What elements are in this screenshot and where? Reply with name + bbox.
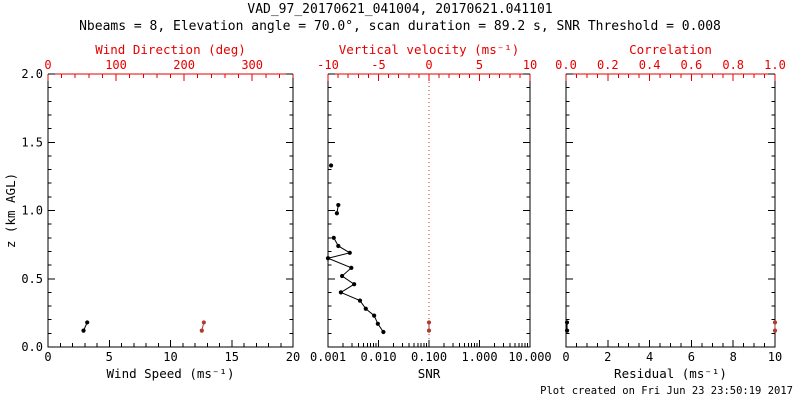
data-point: [336, 202, 341, 208]
x-bottom-tick-label: 2: [604, 350, 611, 364]
x-bottom-tick-label: 8: [730, 350, 737, 364]
x-top-tick-label: 0: [425, 58, 432, 72]
x-top-tick-label: -10: [317, 58, 339, 72]
plot-title: VAD_97_20170621_041004, 20170621.041101: [247, 2, 553, 17]
data-point: [375, 321, 380, 326]
x-bottom-axis: 0.001 0.010 0.100 1.000 10.000 SNR: [310, 340, 552, 381]
panel-residual: 0 2 4 6 8 10 Residual (ms⁻¹) 0.0 0.2 0.4 0.6 0.8 1.0…: [555, 42, 786, 381]
x-bottom-tick-label: 10.000: [508, 350, 551, 364]
x-top-tick-label: 0: [44, 58, 51, 72]
x-top-tick-label: -5: [371, 58, 385, 72]
x-bottom-tick-label: 15: [225, 350, 239, 364]
data-point: [426, 328, 432, 333]
data-point: [372, 313, 377, 318]
plot-timestamp: Plot created on Fri Jun 23 23:50:19 2017: [540, 385, 793, 397]
x-bottom-tick-label: 4: [646, 350, 653, 364]
data-point: [325, 256, 331, 261]
x-top-tick-label: 0.0: [555, 58, 577, 72]
data-point: [772, 328, 778, 333]
y-axis-label: z (km AGL): [3, 173, 18, 248]
panel-wind: 0 5 10 15 20 Wind Speed (ms⁻¹) 0 100 200 300Wind …: [3, 42, 300, 381]
x-bottom-tick-label: 10: [163, 350, 177, 364]
data-point: [352, 282, 357, 287]
data-point: [328, 163, 334, 168]
panel-frame: [47, 74, 294, 348]
series-wind-direction: [199, 320, 206, 333]
x-top-tick-label: 1.0: [764, 58, 786, 72]
x-bottom-tick-label: 0.001: [310, 350, 346, 364]
x-top-tick-label: 300: [241, 58, 263, 72]
y-axis: [328, 73, 530, 348]
x-top-axis-label: Wind Direction (deg): [95, 42, 246, 57]
y-tick-label: 1.0: [21, 204, 43, 218]
series-residual: [564, 320, 570, 333]
series-snr-profile: [325, 163, 386, 335]
data-point: [338, 290, 343, 295]
x-bottom-tick-label: 10: [768, 350, 782, 364]
y-tick-label: 0.0: [21, 340, 43, 354]
plot-subtitle: Nbeams = 8, Elevation angle = 70.0°, sca…: [79, 19, 721, 34]
x-bottom-axis: 0 2 4 6 8 10 Residual (ms⁻¹): [562, 340, 782, 381]
data-point: [363, 306, 368, 311]
panel-snr: 0.001 0.010 0.100 1.000 10.000 SNR -10 -5 0 5 10Ve…: [310, 42, 552, 381]
x-bottom-axis-label: Residual (ms⁻¹): [614, 366, 727, 381]
x-bottom-axis-label: Wind Speed (ms⁻¹): [107, 366, 235, 381]
data-point: [426, 320, 432, 325]
x-bottom-tick-label: 0.100: [411, 350, 447, 364]
y-tick-label: 2.0: [21, 67, 43, 81]
y-tick-label: 0.5: [21, 272, 43, 286]
x-top-axis-label: Vertical velocity (ms⁻¹): [339, 42, 520, 57]
x-top-tick-label: 5: [476, 58, 483, 72]
data-point: [772, 320, 778, 325]
data-point: [331, 235, 336, 240]
data-point: [564, 320, 570, 325]
x-top-tick-label: 100: [105, 58, 127, 72]
x-top-axis-label: Correlation: [629, 42, 712, 57]
x-bottom-tick-label: 5: [106, 350, 113, 364]
data-point: [339, 273, 345, 279]
data-point: [199, 328, 204, 333]
x-top-tick-label: 0.2: [597, 58, 619, 72]
x-bottom-tick-label: 20: [286, 350, 300, 364]
x-top-tick-label: 10: [523, 58, 537, 72]
series-vertical-velocity: [426, 320, 432, 333]
x-top-tick-label: 0.8: [722, 58, 744, 72]
x-bottom-tick-label: 0: [44, 350, 51, 364]
x-bottom-axis: 0 5 10 15 20 Wind Speed (ms⁻¹): [44, 340, 300, 381]
data-point: [201, 320, 206, 325]
x-top-tick-label: 200: [173, 58, 195, 72]
series-correlation: [772, 320, 778, 333]
data-point: [81, 328, 86, 333]
x-bottom-tick-label: 0.010: [360, 350, 396, 364]
x-bottom-tick-label: 1.000: [461, 350, 497, 364]
x-top-tick-label: 0.4: [639, 58, 661, 72]
data-point: [347, 250, 352, 255]
data-point: [85, 320, 90, 325]
data-point: [336, 243, 341, 249]
x-top-axis: 0.0 0.2 0.4 0.6 0.8 1.0 Correlation: [555, 42, 786, 81]
series-wind-speed: [81, 320, 90, 333]
x-bottom-tick-label: 6: [688, 350, 695, 364]
x-bottom-axis-label: SNR: [418, 366, 441, 381]
panel-frame: [565, 74, 776, 348]
y-tick-label: 1.5: [21, 135, 43, 149]
data-point: [334, 211, 339, 216]
x-bottom-tick-label: 0: [562, 350, 569, 364]
y-axis: 0.0 0.5 1.0 1.5 2.0 z (km AGL): [3, 67, 293, 354]
data-point: [381, 329, 386, 335]
y-axis: [566, 73, 775, 348]
data-point: [564, 328, 570, 333]
data-point: [349, 265, 354, 270]
data-point: [357, 298, 363, 303]
x-top-tick-label: 0.6: [681, 58, 703, 72]
